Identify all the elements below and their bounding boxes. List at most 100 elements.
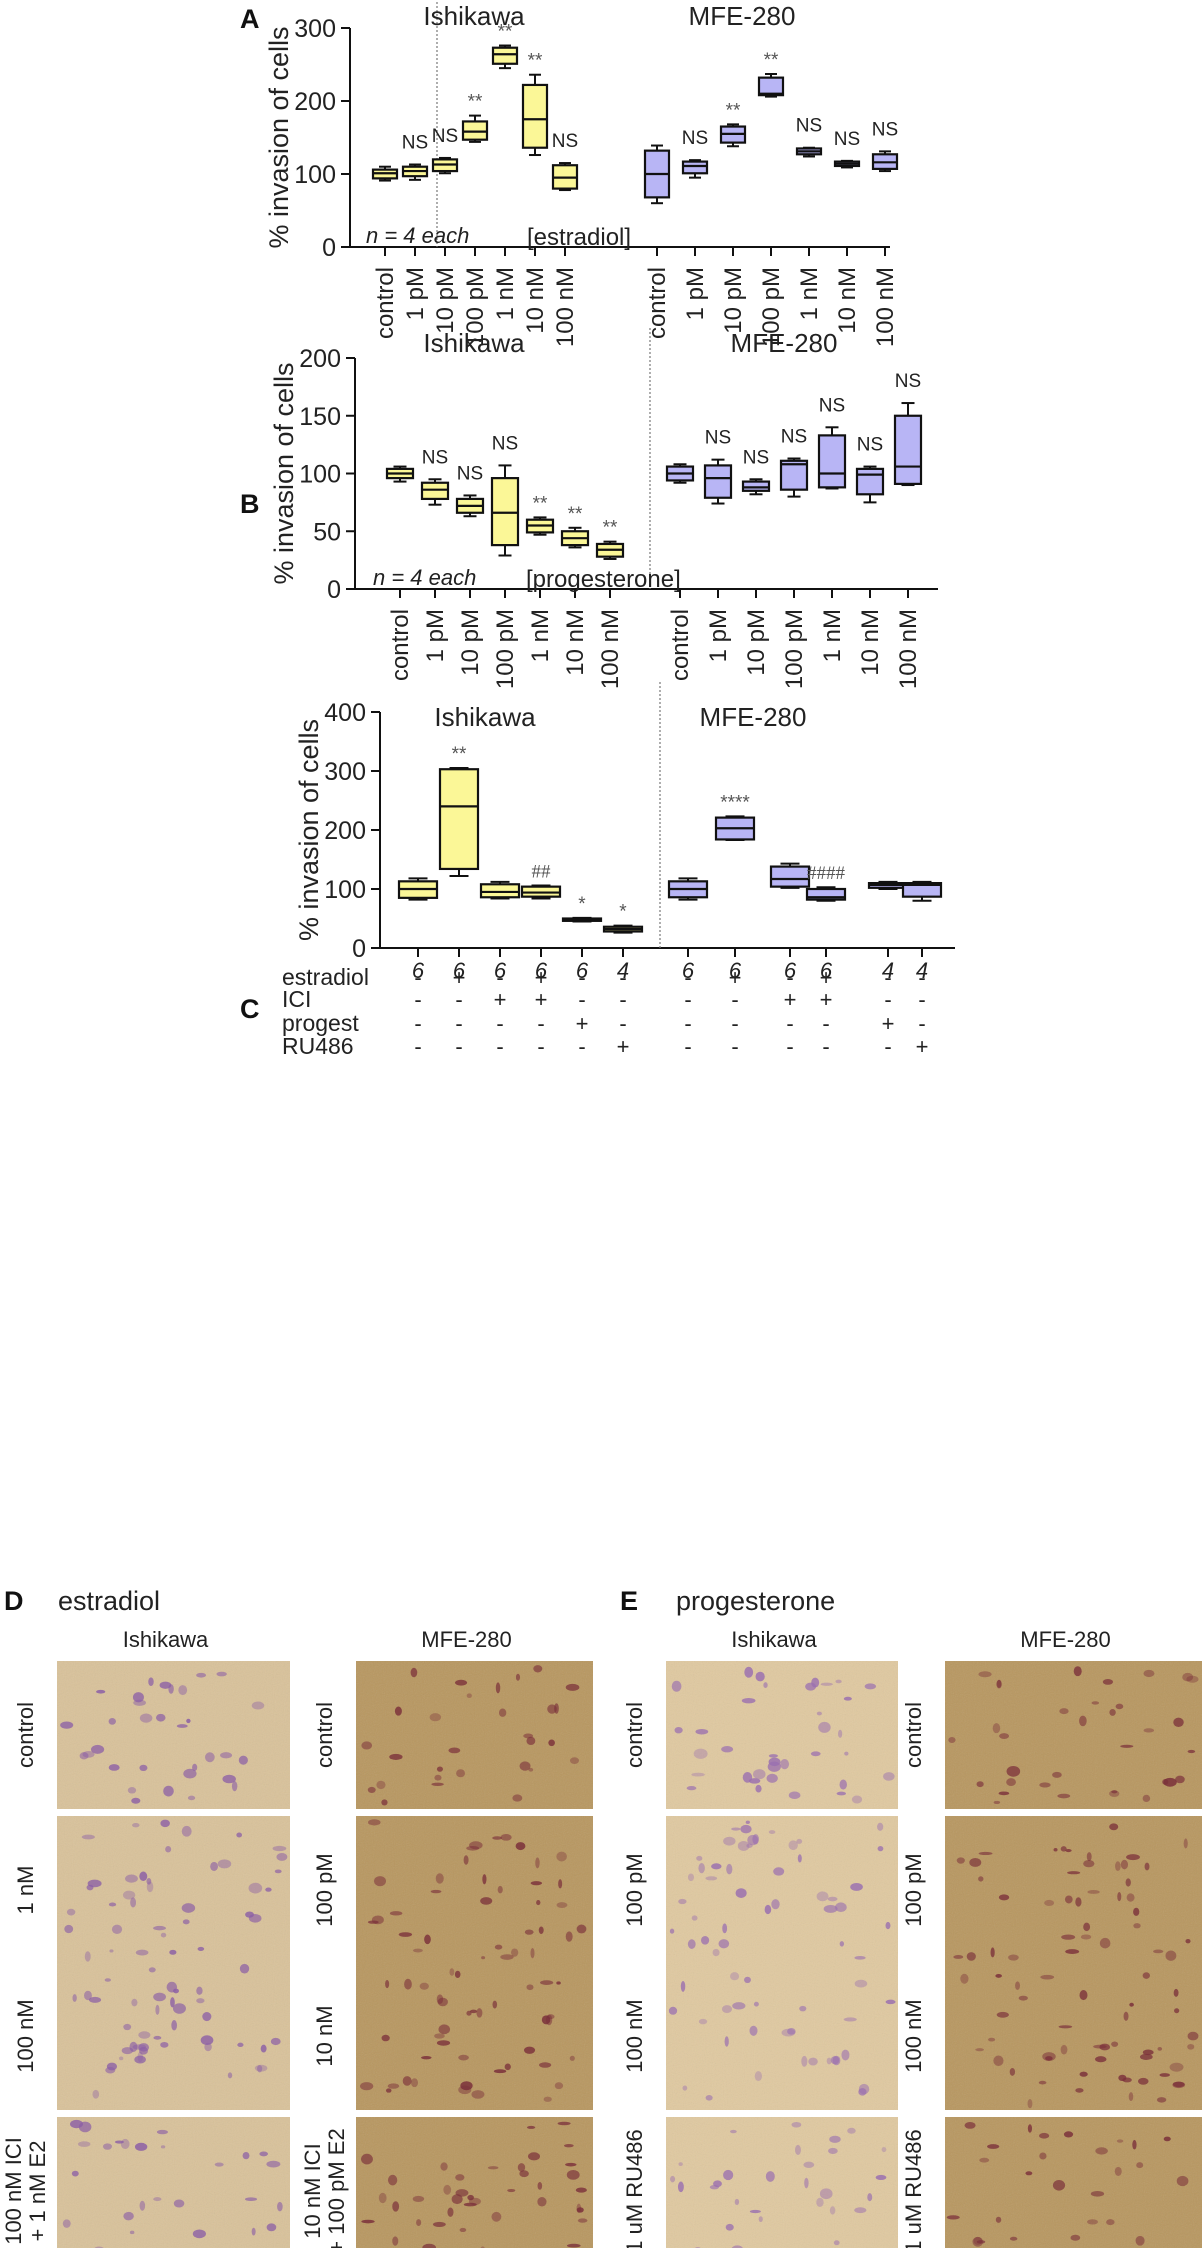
y-tick-label: 300 [294,15,336,43]
stained-cell [153,2035,162,2040]
stained-cell [995,2216,1002,2223]
condition-mark: - [578,965,585,990]
stained-cell [1060,2044,1068,2055]
stained-cell [487,2166,499,2170]
stained-cell [376,1780,386,1790]
stained-cell [1115,1703,1124,1710]
stained-cell [96,1689,106,1694]
photo-row-label: 10 nM ICI [300,2143,325,2238]
stained-cell [448,1747,461,1754]
x-category-label: 10 nM [522,267,549,334]
stained-cell [526,2125,536,2129]
stained-cell [992,1723,1001,1734]
stained-cell [451,2194,463,2205]
stained-cell [183,1768,197,1779]
stained-cell [820,1682,833,1686]
x-category-label: 100 pM [758,267,785,347]
stained-cell [125,1874,138,1883]
stained-cell [839,1941,845,1947]
stained-cell [1083,1859,1095,1868]
stained-cell [979,2157,990,2163]
condition-mark: - [918,1011,925,1036]
x-category-label: control [387,609,414,681]
stained-cell [227,2072,233,2079]
stained-cell [731,2245,743,2248]
stained-cell [134,2142,148,2151]
micrograph-texture [945,1816,1202,1964]
stained-cell [768,1830,776,1834]
stained-cell [556,1981,561,1985]
box [769,865,811,888]
y-tick-label: 0 [322,234,336,262]
stained-cell [1057,1793,1071,1799]
stained-cell [956,1857,965,1864]
stained-cell [404,1978,412,1990]
stained-cell [678,1898,687,1905]
condition-mark: - [684,1034,691,1059]
stained-cell [1174,2008,1180,2014]
stained-cell [1015,1981,1020,1990]
cell-line-label: Ishikawa [731,1627,817,1652]
stained-cell [192,2229,206,2239]
stained-cell [677,2181,684,2193]
stained-cell [254,2064,268,2072]
stained-cell [1142,1794,1151,1803]
micrograph-texture [57,1816,290,1964]
micrograph-texture [356,1816,593,1964]
stained-cell [1095,2056,1107,2063]
n-label: 6 [820,958,833,983]
x-category-label: 1 pM [402,267,429,320]
y-tick-label: 100 [294,161,336,189]
x-category-label: 100 nM [895,609,922,689]
box [779,459,809,491]
stained-cell [536,1900,541,1906]
stained-cell [220,1752,233,1759]
stained-cell [711,1863,722,1870]
stained-cell [1006,1778,1016,1786]
stained-cell [512,1794,523,1802]
stained-cell [434,1774,442,1781]
panel-b-label: B [240,489,260,519]
significance-label: ** [764,50,779,71]
significance-label: * [578,894,586,915]
stained-cell [156,2129,169,2135]
stained-cell [765,2171,775,2182]
photo-row-label: 100 nM [622,1999,647,2072]
condition-mark: - [496,965,503,990]
stained-cell [854,2207,867,2214]
stained-cell [248,1913,262,1923]
micrograph-texture [57,1661,290,1809]
stained-cell [721,1746,734,1753]
stained-cell [533,1665,543,1673]
stained-cell [705,1876,718,1881]
stained-cell [966,1952,976,1961]
stained-cell [576,2207,584,2213]
stained-cell [1126,1854,1140,1861]
stained-cell [1143,1669,1155,1678]
stained-cell [146,1877,152,1885]
stained-cell [466,1693,472,1699]
box [479,883,521,899]
stained-cell [698,2018,708,2025]
significance-label: NS [422,447,448,468]
stained-cell [725,2223,734,2231]
x-category-label: 10 pM [457,609,484,676]
stained-cell [251,1701,265,1710]
micrograph-texture [356,1661,593,1809]
stained-cell [877,1822,884,1831]
n-label: 6 [453,958,466,983]
stained-cell [885,1999,896,2005]
stained-cell [90,1744,105,1754]
stained-cell [360,2082,374,2091]
condition-row-label: progest [282,1010,359,1036]
condition-mark: - [786,965,793,990]
box [681,160,709,175]
stained-cell [155,1713,166,1722]
stained-cell [182,1919,190,1925]
stained-cell [791,2121,802,2128]
n-label: 6 [682,958,695,983]
stained-cell [392,2201,400,2212]
stained-cell [467,2194,474,2201]
stained-cell [1067,1871,1081,1875]
n-note: n = 4 each [373,565,476,590]
